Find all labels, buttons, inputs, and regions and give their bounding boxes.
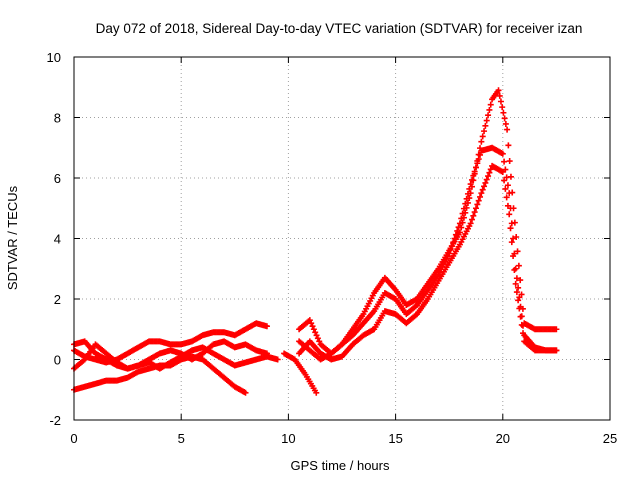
y-tick-label: 8: [54, 111, 61, 126]
data-point: [515, 297, 521, 303]
data-point: [509, 239, 515, 245]
y-tick-label: 0: [54, 353, 61, 368]
data-point: [498, 99, 504, 105]
data-point: [518, 314, 524, 320]
data-point: [486, 107, 492, 113]
series-track-f: [296, 145, 559, 363]
data-point: [488, 102, 494, 108]
x-tick-label: 25: [603, 431, 617, 446]
data-point: [499, 104, 505, 110]
x-axis-label: GPS time / hours: [291, 458, 390, 473]
y-axis-label: SDTVAR / TECUs: [5, 185, 20, 290]
data-point: [482, 123, 488, 129]
data-point: [500, 110, 506, 116]
x-tick-label: 15: [388, 431, 402, 446]
sdtvar-chart: Day 072 of 2018, Sidereal Day-to-day VTE…: [0, 0, 640, 480]
data-point: [513, 266, 519, 272]
series-track-g: [296, 163, 559, 363]
y-tick-label: 4: [54, 232, 61, 247]
data-point: [501, 159, 507, 165]
data-point: [507, 158, 513, 164]
data-point: [481, 128, 487, 134]
data-point: [478, 139, 484, 145]
data-point: [509, 220, 515, 226]
x-tick-label: 20: [496, 431, 510, 446]
y-tick-label: 2: [54, 292, 61, 307]
y-tick-label: -2: [49, 413, 61, 428]
data-point: [506, 211, 512, 217]
y-tick-labels: -2 0 2 4 6 8 10: [47, 50, 61, 428]
data-point: [502, 115, 508, 121]
data-points: [71, 87, 559, 396]
data-point: [480, 133, 486, 139]
series-isolated: [281, 350, 319, 395]
data-point: [505, 142, 511, 148]
x-tick-labels: 0 5 10 15 20 25: [70, 431, 617, 446]
data-point: [484, 118, 490, 124]
x-tick-label: 10: [281, 431, 295, 446]
chart-title: Day 072 of 2018, Sidereal Day-to-day VTE…: [96, 21, 583, 36]
y-tick-label: 10: [47, 50, 61, 65]
x-tick-label: 0: [70, 431, 77, 446]
data-point: [503, 121, 509, 127]
data-point: [516, 263, 522, 269]
data-point: [504, 127, 510, 133]
data-point: [508, 225, 514, 231]
x-tick-label: 5: [178, 431, 185, 446]
data-point: [511, 267, 517, 273]
y-tick-label: 6: [54, 171, 61, 186]
